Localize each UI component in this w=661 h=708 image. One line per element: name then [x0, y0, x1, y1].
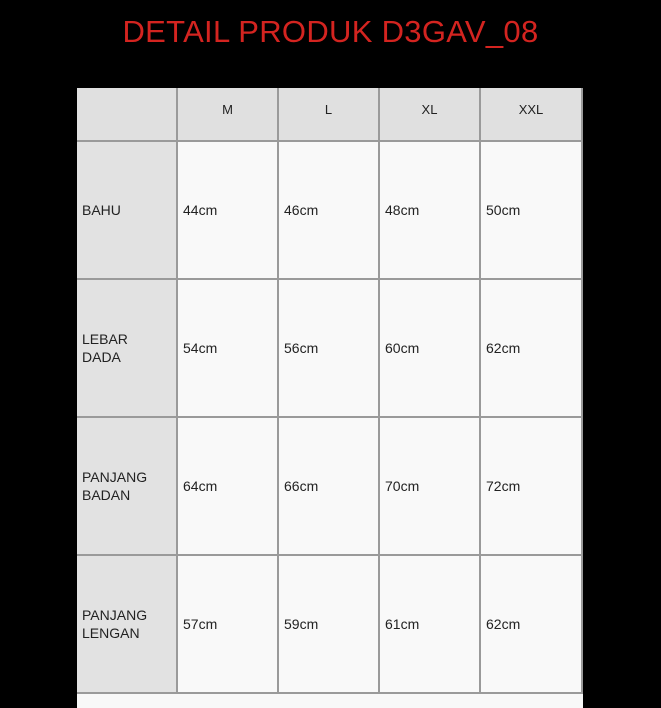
table-cell: 66cm	[279, 418, 380, 556]
table-cell: 72cm	[481, 418, 583, 556]
table-cell: 44cm	[178, 142, 279, 280]
table-cell: 56cm	[279, 280, 380, 418]
table-cell: 70cm	[380, 418, 481, 556]
table-cell: 48cm	[380, 142, 481, 280]
size-chart-table: M L XL XXL BAHU 44cm 46cm 48cm 50cm LEBAR DADA 54c…	[77, 88, 583, 708]
table-cell: 50cm	[481, 142, 583, 280]
column-header-xxl: XXL	[481, 88, 583, 142]
table-cell: 59cm	[279, 556, 380, 694]
table-cell: 54cm	[178, 280, 279, 418]
table-cell: 46cm	[279, 142, 380, 280]
column-header-m: M	[178, 88, 279, 142]
header-corner-cell	[77, 88, 178, 142]
table-cell: 57cm	[178, 556, 279, 694]
page-title: DETAIL PRODUK D3GAV_08	[122, 14, 539, 49]
table-cell: 60cm	[380, 280, 481, 418]
row-label: BAHU	[77, 142, 178, 280]
table-cell: 61cm	[380, 556, 481, 694]
column-header-xl: XL	[380, 88, 481, 142]
row-label: PANJANG BADAN	[77, 418, 178, 556]
table-cell: 62cm	[481, 556, 583, 694]
row-label: PANJANG LENGAN	[77, 556, 178, 694]
column-header-l: L	[279, 88, 380, 142]
table-cell: 62cm	[481, 280, 583, 418]
row-label: LEBAR DADA	[77, 280, 178, 418]
table-cell: 64cm	[178, 418, 279, 556]
